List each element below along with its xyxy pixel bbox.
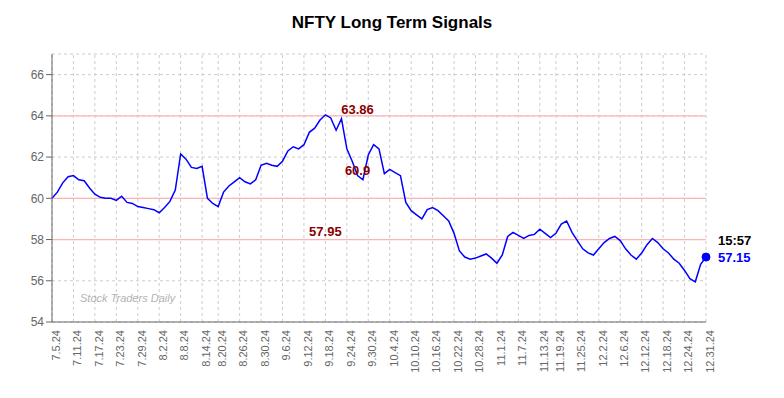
svg-text:56: 56 — [31, 274, 45, 288]
svg-text:12.12.24: 12.12.24 — [639, 330, 651, 373]
svg-text:9.12.24: 9.12.24 — [302, 330, 314, 367]
svg-text:8.26.24: 8.26.24 — [237, 330, 249, 367]
svg-text:57.15: 57.15 — [718, 250, 751, 265]
svg-text:7.11.24: 7.11.24 — [71, 330, 83, 366]
svg-text:9.24.24: 9.24.24 — [345, 330, 357, 367]
svg-text:11.19.24: 11.19.24 — [554, 330, 566, 372]
svg-text:12.24.24: 12.24.24 — [682, 330, 694, 373]
svg-text:12.2.24: 12.2.24 — [597, 330, 609, 367]
html-text:NFTY Long Term Signals: NFTY Long Term Signals — [291, 13, 493, 32]
svg-text:63.86: 63.86 — [341, 102, 374, 117]
svg-text:60: 60 — [31, 192, 45, 206]
svg-text:11.25.24: 11.25.24 — [575, 330, 587, 372]
svg-text:11.7.24: 11.7.24 — [516, 330, 528, 366]
svg-text:8.2.24: 8.2.24 — [157, 330, 169, 361]
svg-text:12.31.24: 12.31.24 — [704, 330, 716, 373]
svg-text:8.30.24: 8.30.24 — [259, 330, 271, 367]
svg-text:10.16.24: 10.16.24 — [430, 330, 442, 373]
svg-text:8.8.24: 8.8.24 — [178, 330, 190, 361]
svg-text:11.13.24: 11.13.24 — [538, 330, 550, 372]
svg-text:10.4.24: 10.4.24 — [388, 330, 400, 367]
svg-text:9.18.24: 9.18.24 — [323, 330, 335, 367]
svg-text:66: 66 — [31, 68, 45, 82]
svg-text:8.14.24: 8.14.24 — [200, 330, 212, 367]
svg-text:62: 62 — [31, 150, 45, 164]
svg-text:12.6.24: 12.6.24 — [618, 330, 630, 367]
svg-text:57.95: 57.95 — [309, 224, 342, 239]
svg-text:9.30.24: 9.30.24 — [366, 330, 378, 367]
svg-text:7.23.24: 7.23.24 — [114, 330, 126, 367]
html-text:Stock Traders Daily: Stock Traders Daily — [80, 292, 176, 304]
svg-text:8.20.24: 8.20.24 — [216, 330, 228, 367]
svg-text:15:57: 15:57 — [718, 233, 751, 248]
svg-text:7.29.24: 7.29.24 — [136, 330, 148, 367]
svg-text:10.10.24: 10.10.24 — [409, 330, 421, 373]
svg-text:60.9: 60.9 — [345, 163, 370, 178]
svg-text:7.17.24: 7.17.24 — [93, 330, 105, 367]
svg-text:58: 58 — [31, 233, 45, 247]
svg-text:54: 54 — [31, 315, 45, 329]
svg-text:11.1.24: 11.1.24 — [495, 330, 507, 366]
svg-text:10.28.24: 10.28.24 — [473, 330, 485, 373]
svg-text:7.5.24: 7.5.24 — [50, 330, 62, 361]
svg-text:9.6.24: 9.6.24 — [280, 330, 292, 361]
svg-text:64: 64 — [31, 109, 45, 123]
svg-text:10.22.24: 10.22.24 — [452, 330, 464, 373]
svg-text:12.18.24: 12.18.24 — [661, 330, 673, 373]
